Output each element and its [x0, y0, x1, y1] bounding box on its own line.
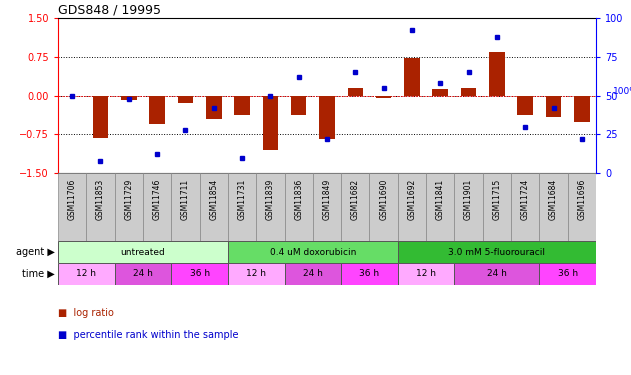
Text: GSM11901: GSM11901 [464, 178, 473, 220]
Text: GSM11854: GSM11854 [209, 178, 218, 220]
Text: 24 h: 24 h [133, 270, 153, 279]
Text: ■  log ratio: ■ log ratio [58, 308, 114, 318]
Bar [178, 96, 193, 103]
Text: GSM11692: GSM11692 [408, 178, 416, 220]
Text: 12 h: 12 h [416, 270, 436, 279]
Text: GSM11853: GSM11853 [96, 178, 105, 220]
Bar [206, 96, 221, 119]
Text: 24 h: 24 h [303, 270, 323, 279]
Text: GSM11849: GSM11849 [322, 178, 331, 220]
Bar [171, 264, 228, 285]
Text: GSM11839: GSM11839 [266, 178, 275, 220]
Bar [511, 173, 540, 241]
Text: 0.4 uM doxorubicin: 0.4 uM doxorubicin [269, 248, 356, 256]
Bar [461, 88, 476, 96]
Bar [398, 242, 596, 262]
Bar [228, 264, 285, 285]
Bar [568, 173, 596, 241]
Text: GSM11841: GSM11841 [436, 178, 445, 220]
Text: 36 h: 36 h [189, 270, 209, 279]
Bar [348, 88, 363, 96]
Bar [454, 173, 483, 241]
Text: GSM11690: GSM11690 [379, 178, 388, 220]
Bar [115, 173, 143, 241]
Text: GSM11706: GSM11706 [68, 178, 76, 220]
Bar [256, 173, 285, 241]
Bar [143, 173, 171, 241]
Bar [319, 96, 335, 140]
Bar [313, 173, 341, 241]
Bar [540, 264, 596, 285]
Bar [398, 264, 454, 285]
Bar [58, 242, 228, 262]
Bar [150, 96, 165, 124]
Text: GSM11729: GSM11729 [124, 178, 133, 220]
Bar [404, 58, 420, 96]
Text: GSM11724: GSM11724 [521, 178, 529, 220]
Text: GSM11715: GSM11715 [492, 178, 502, 220]
Text: 12 h: 12 h [76, 270, 97, 279]
Text: 36 h: 36 h [558, 270, 578, 279]
Text: 24 h: 24 h [487, 270, 507, 279]
Text: GSM11682: GSM11682 [351, 178, 360, 220]
Bar [546, 96, 562, 117]
Bar [285, 264, 341, 285]
Text: GSM11696: GSM11696 [577, 178, 586, 220]
Text: GSM11731: GSM11731 [237, 178, 247, 220]
Bar [93, 96, 109, 138]
Text: GSM11746: GSM11746 [153, 178, 162, 220]
Bar [426, 173, 454, 241]
Y-axis label: 100%: 100% [613, 87, 631, 96]
Text: 12 h: 12 h [246, 270, 266, 279]
Bar [86, 173, 115, 241]
Bar [398, 173, 426, 241]
Bar [370, 173, 398, 241]
Bar [199, 173, 228, 241]
Bar [58, 264, 115, 285]
Bar [540, 173, 568, 241]
Bar [341, 264, 398, 285]
Text: 3.0 mM 5-fluorouracil: 3.0 mM 5-fluorouracil [449, 248, 545, 256]
Text: untreated: untreated [121, 248, 165, 256]
Bar [285, 173, 313, 241]
Bar [171, 173, 199, 241]
Bar [228, 173, 256, 241]
Bar [517, 96, 533, 115]
Bar [234, 96, 250, 115]
Bar [291, 96, 307, 115]
Bar [121, 96, 136, 100]
Text: 36 h: 36 h [360, 270, 379, 279]
Bar [228, 242, 398, 262]
Text: agent ▶: agent ▶ [16, 247, 55, 257]
Text: GSM11836: GSM11836 [294, 178, 303, 220]
Bar [574, 96, 589, 122]
Bar [115, 264, 171, 285]
Bar [341, 173, 370, 241]
Bar [58, 173, 86, 241]
Bar [262, 96, 278, 150]
Bar [376, 96, 391, 98]
Bar [489, 52, 505, 96]
Bar [483, 173, 511, 241]
Text: time ▶: time ▶ [22, 269, 55, 279]
Bar [432, 89, 448, 96]
Text: GDS848 / 19995: GDS848 / 19995 [58, 4, 161, 17]
Text: GSM11684: GSM11684 [549, 178, 558, 220]
Text: GSM11711: GSM11711 [181, 178, 190, 220]
Bar [454, 264, 540, 285]
Text: ■  percentile rank within the sample: ■ percentile rank within the sample [58, 330, 239, 340]
